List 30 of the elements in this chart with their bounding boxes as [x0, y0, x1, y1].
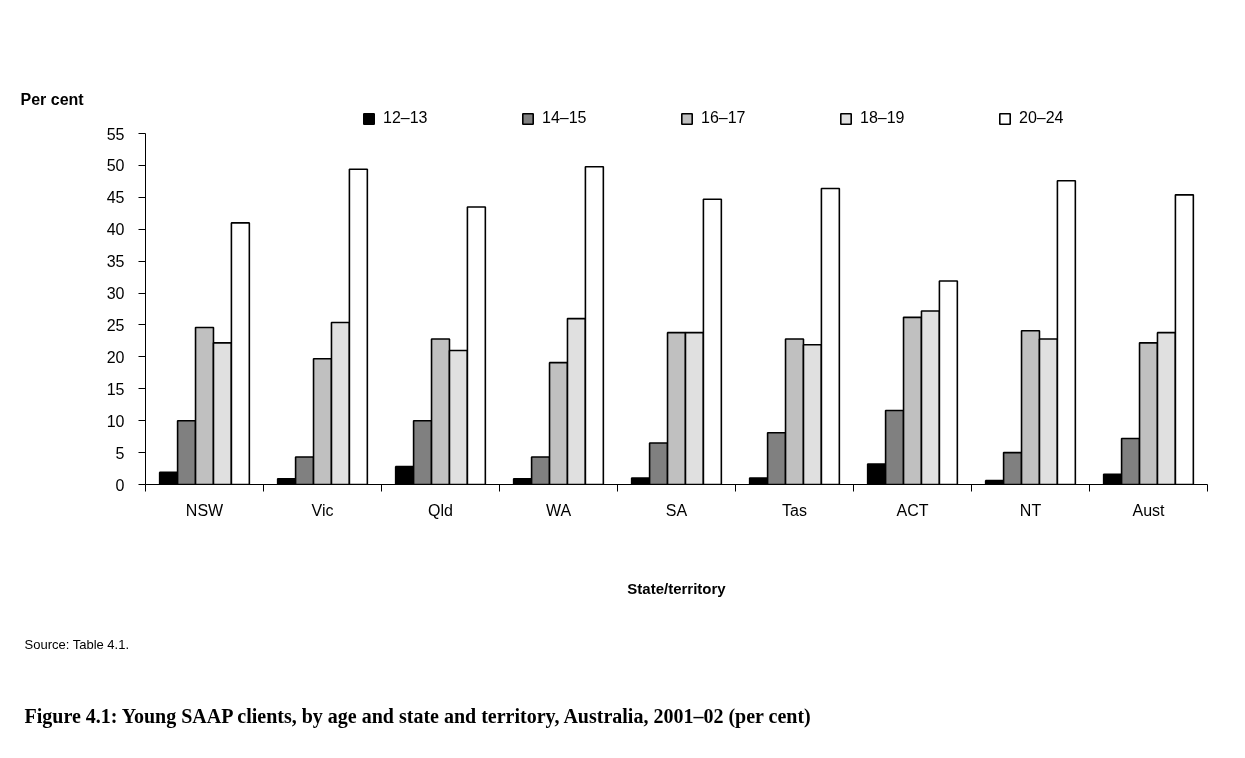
y-axis-title: Per cent — [20, 90, 85, 108]
y-tick-label: 5 — [115, 444, 125, 462]
x-tick-label: Tas — [782, 501, 807, 519]
x-tick-label: ACT — [896, 501, 929, 519]
x-tick-label: Aust — [1132, 501, 1166, 519]
legend-label: 14–15 — [542, 109, 588, 127]
y-tick-label: 50 — [106, 157, 125, 175]
x-axis-title: State/territory — [627, 579, 727, 597]
x-tick-label: Vic — [311, 501, 334, 519]
legend-label: 16–17 — [701, 109, 747, 127]
legend-label: 12–13 — [383, 109, 429, 127]
x-tick-label: Qld — [428, 501, 453, 519]
y-tick-label: 45 — [106, 189, 125, 207]
y-tick-label: 25 — [106, 317, 125, 334]
legend-label: 20–24 — [1019, 109, 1065, 127]
y-tick-label: 15 — [106, 380, 125, 398]
y-tick-label: 40 — [106, 221, 125, 239]
text: Figure 4.1: Young SAAP clients, by age and state and territory, Australia, 2001–02 (per cent) — [24, 705, 811, 728]
y-tick-label: 35 — [106, 253, 125, 271]
y-tick-label: 0 — [115, 476, 125, 494]
y-tick-label: 55 — [106, 125, 125, 143]
source-note: Source: Table 4.1. — [24, 637, 130, 652]
y-tick-label: 20 — [106, 348, 125, 366]
x-tick-label: WA — [545, 501, 572, 519]
y-tick-label: 30 — [106, 285, 125, 303]
y-tick-label: 10 — [106, 412, 125, 430]
x-tick-label: NT — [1019, 501, 1042, 519]
x-tick-label: SA — [665, 501, 688, 519]
x-tick-label: NSW — [185, 501, 225, 519]
legend-label: 18–19 — [860, 109, 906, 127]
